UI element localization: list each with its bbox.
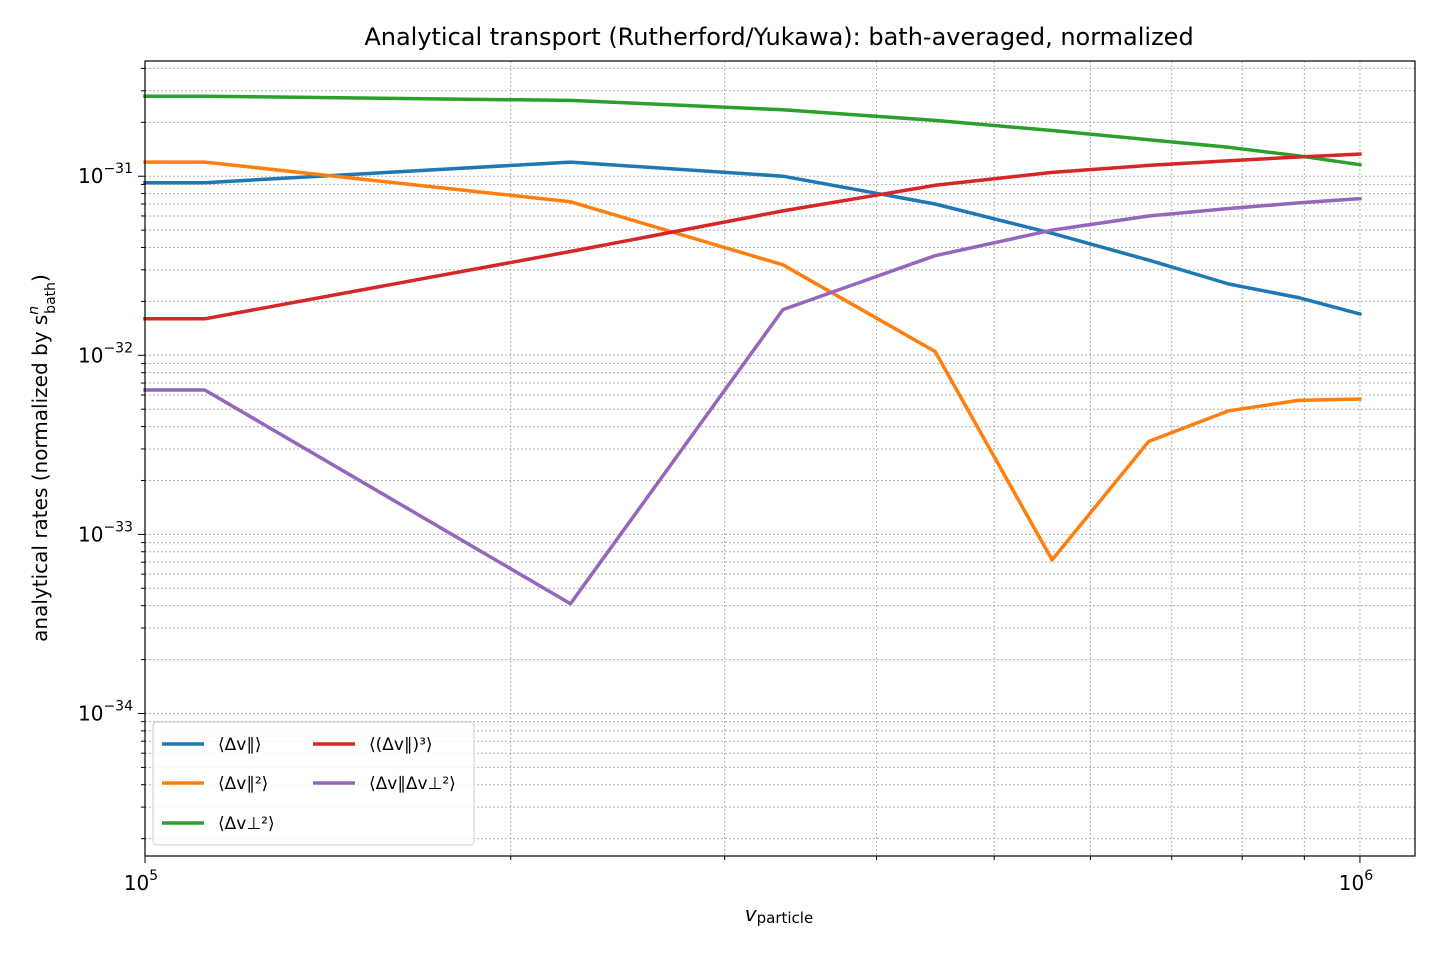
legend-label: ⟨Δv∥²⟩ <box>218 774 268 794</box>
plot-frame <box>144 60 1416 857</box>
x-tick-label: 106 <box>1339 868 1373 895</box>
series-lines <box>143 94 1363 606</box>
series-line-4 <box>143 152 1362 321</box>
axis-ticks: 105 106 10−31 10−32 10−33 10−34 <box>78 67 1373 895</box>
x-tick-label: 105 <box>124 868 158 895</box>
y-tick-label: 10−31 <box>78 161 133 188</box>
legend: ⟨Δv∥⟩ ⟨Δv∥²⟩ ⟨Δv⊥²⟩ ⟨(Δv∥)³⟩ ⟨Δv∥Δv⊥²⟩ <box>152 721 475 846</box>
legend-label: ⟨Δv∥Δv⊥²⟩ <box>369 774 456 794</box>
y-tick-label: 10−32 <box>78 340 133 367</box>
legend-label: ⟨Δv∥⟩ <box>218 735 261 755</box>
legend-label: ⟨(Δv∥)³⟩ <box>369 735 433 755</box>
y-tick-label: 10−34 <box>78 698 133 725</box>
series-line-5 <box>143 196 1362 606</box>
y-tick-label: 10−33 <box>78 519 133 546</box>
legend-label: ⟨Δv⊥²⟩ <box>218 814 275 834</box>
chart-title: Analytical transport (Rutherford/Yukawa)… <box>364 23 1193 51</box>
x-axis-label: vparticle <box>745 902 813 927</box>
series-line-1 <box>143 160 1363 317</box>
series-line-2 <box>143 160 1362 562</box>
y-axis-label: analytical rates (normalized by snbath) <box>26 274 59 642</box>
series-line-3 <box>143 94 1362 167</box>
